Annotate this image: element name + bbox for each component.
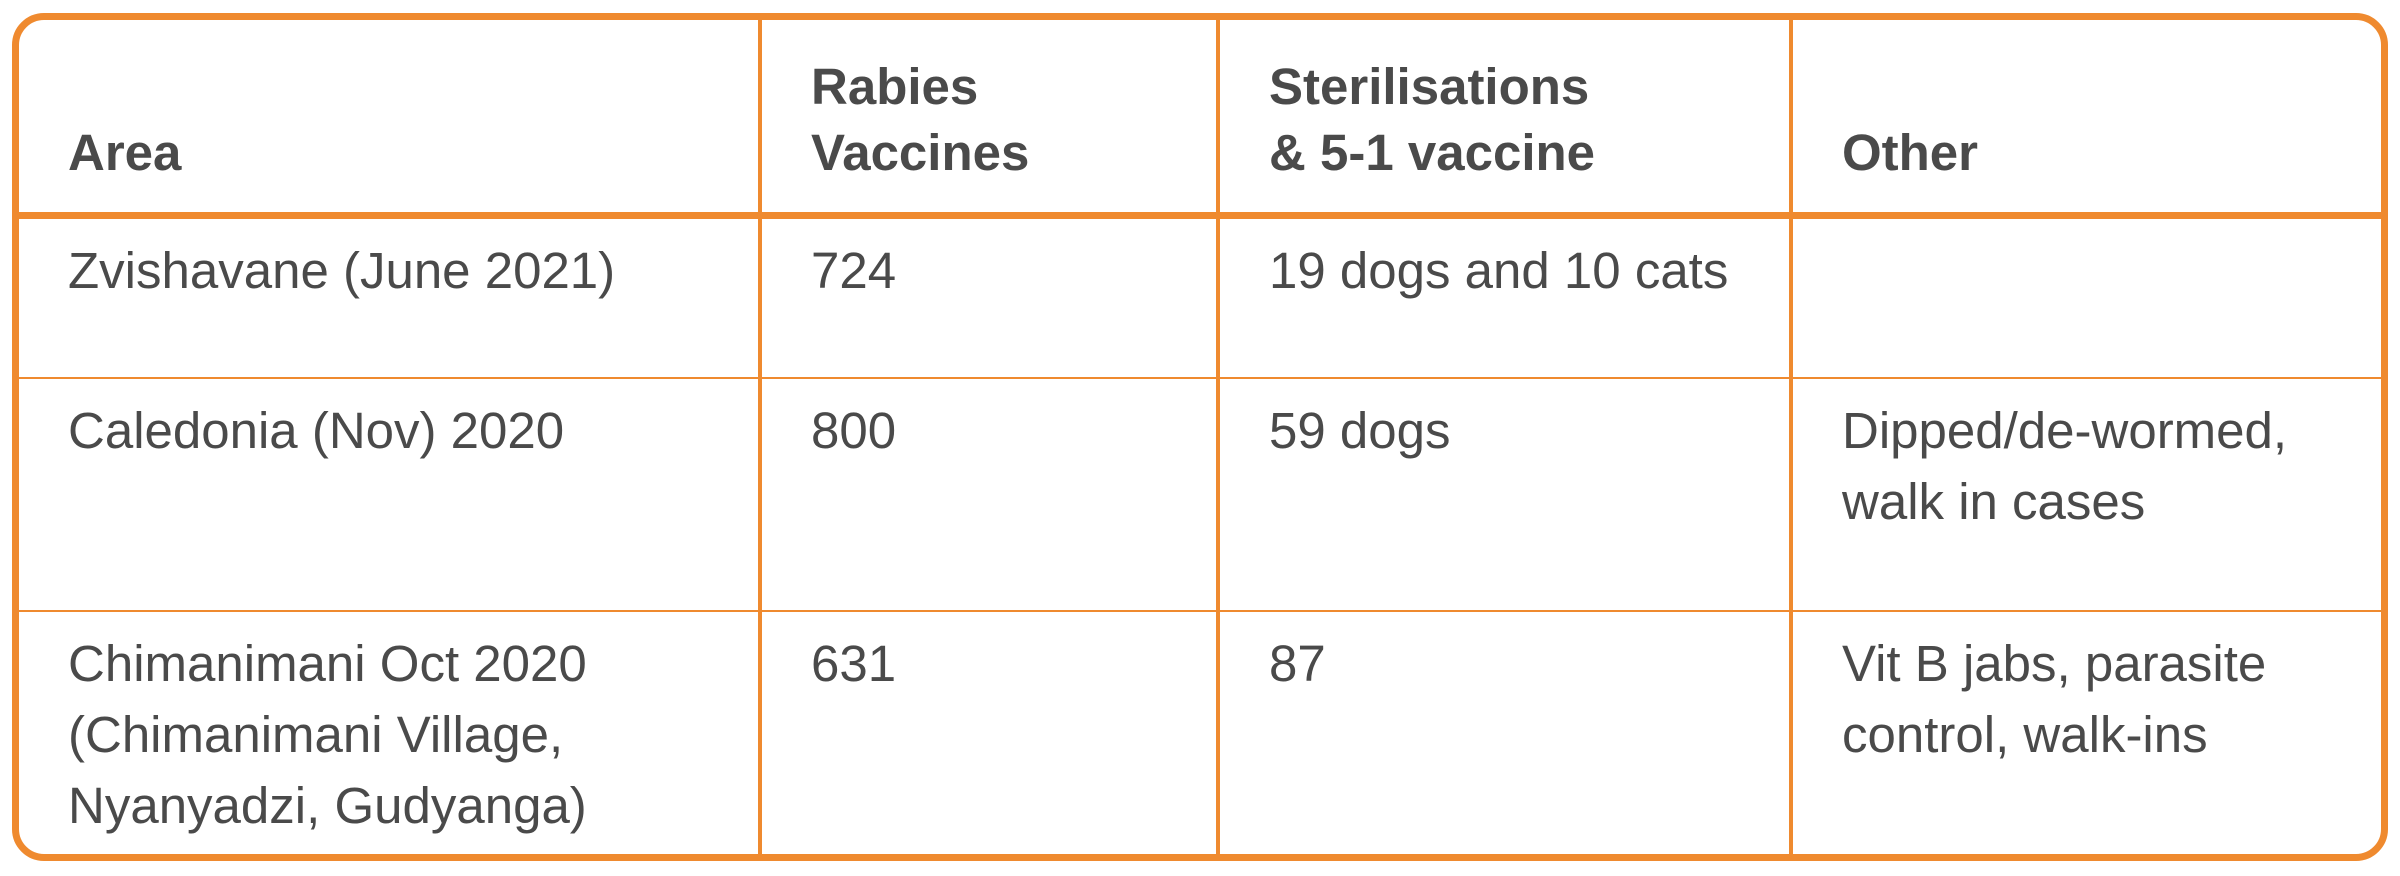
header-area: Area: [19, 20, 760, 219]
header-rabies-line2: Vaccines: [811, 123, 1030, 181]
cell-other: Dipped/de-wormed, walk in cases: [1789, 376, 2381, 611]
cell-area-line: Zvishavane (June 2021): [68, 241, 616, 299]
cell-area: Chimanimani Oct 2020 (Chimanimani Villag…: [19, 609, 760, 854]
header-sterilisations: Sterilisations & 5-1 vaccine: [1216, 20, 1791, 219]
header-other-label: Other: [1842, 123, 1979, 181]
cell-sterilisations-value: 87: [1269, 634, 1326, 692]
cell-rabies: 724: [758, 215, 1218, 378]
table-row: Caledonia (Nov) 2020 800 59 dogs Dipped/…: [19, 376, 2381, 611]
cell-other-line: Vit B jabs, parasite: [1842, 634, 2267, 692]
vaccination-table: Area Rabies Vaccines Sterilisations & 5-…: [12, 13, 2388, 861]
cell-rabies-value: 724: [811, 241, 897, 299]
cell-other-line: control, walk-ins: [1842, 705, 2208, 763]
cell-rabies: 631: [758, 609, 1218, 854]
cell-other: [1789, 215, 2381, 378]
cell-area-line: Caledonia (Nov) 2020: [68, 401, 565, 459]
cell-sterilisations: 19 dogs and 10 cats: [1216, 215, 1791, 378]
table-header-row: Area Rabies Vaccines Sterilisations & 5-…: [19, 20, 2381, 219]
cell-sterilisations-value: 19 dogs and 10 cats: [1269, 241, 1729, 299]
data-table: Area Rabies Vaccines Sterilisations & 5-…: [19, 20, 2381, 854]
cell-sterilisations: 59 dogs: [1216, 376, 1791, 611]
cell-rabies-value: 631: [811, 634, 897, 692]
table-row: Chimanimani Oct 2020 (Chimanimani Villag…: [19, 609, 2381, 854]
header-area-label: Area: [68, 123, 182, 181]
cell-area: Caledonia (Nov) 2020: [19, 376, 760, 611]
header-sterilisations-line2: & 5-1 vaccine: [1269, 123, 1596, 181]
header-rabies-line1: Rabies: [811, 57, 979, 115]
table-row: Zvishavane (June 2021) 724 19 dogs and 1…: [19, 215, 2381, 378]
cell-rabies-value: 800: [811, 401, 897, 459]
cell-sterilisations-value: 59 dogs: [1269, 401, 1451, 459]
cell-area: Zvishavane (June 2021): [19, 215, 760, 378]
cell-area-line: (Chimanimani Village,: [68, 705, 564, 763]
cell-sterilisations: 87: [1216, 609, 1791, 854]
cell-area-line: Chimanimani Oct 2020: [68, 634, 587, 692]
cell-other: Vit B jabs, parasite control, walk-ins: [1789, 609, 2381, 854]
header-rabies-vaccines: Rabies Vaccines: [758, 20, 1218, 219]
cell-rabies: 800: [758, 376, 1218, 611]
header-sterilisations-line1: Sterilisations: [1269, 57, 1590, 115]
header-other: Other: [1789, 20, 2381, 219]
cell-other-line: walk in cases: [1842, 472, 2146, 530]
cell-other-line: Dipped/de-wormed,: [1842, 401, 2288, 459]
cell-area-line: Nyanyadzi, Gudyanga): [68, 776, 587, 834]
